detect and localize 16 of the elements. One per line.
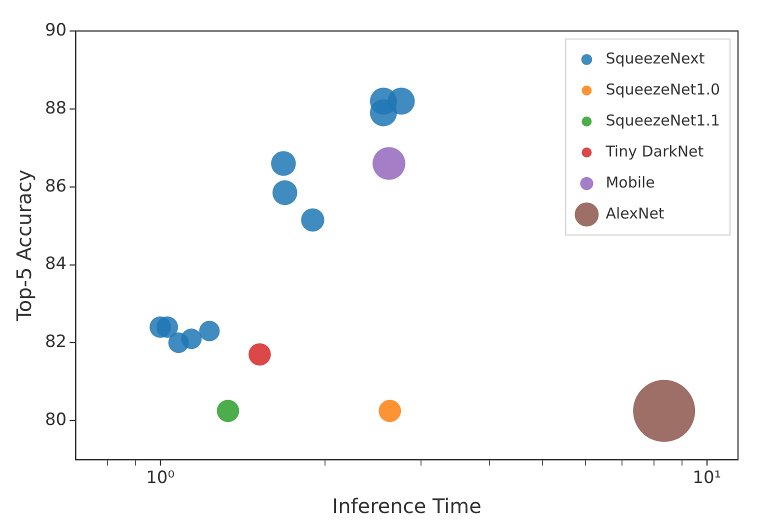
y-axis-title: Top-5 Accuracy <box>12 169 36 322</box>
legend-label: Tiny DarkNet <box>604 142 704 160</box>
legend-label: Mobile <box>606 173 655 192</box>
y-tick-label: 90 <box>44 20 67 40</box>
legend-label: SqueezeNext <box>606 49 705 68</box>
y-tick-label: 86 <box>44 176 67 196</box>
x-tick-label: 10¹ <box>692 468 722 488</box>
x-tick-label: 10⁰ <box>146 468 175 488</box>
y-tick-label: 88 <box>44 98 67 118</box>
y-tick-label: 84 <box>44 254 67 274</box>
legend-label: SqueezeNet1.0 <box>606 80 720 98</box>
x-axis-title: Inference Time <box>332 494 482 518</box>
y-tick-label: 80 <box>44 410 67 430</box>
y-tick-label: 82 <box>44 332 67 352</box>
legend-label: SqueezeNet1.1 <box>606 111 720 130</box>
legend-label: AlexNet <box>606 204 664 222</box>
